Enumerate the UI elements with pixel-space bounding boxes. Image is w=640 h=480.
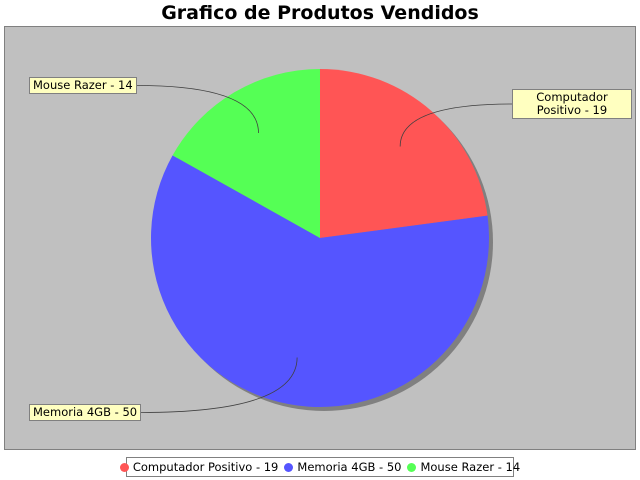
legend-swatch — [407, 462, 417, 472]
chart-title: Grafico de Produtos Vendidos — [161, 2, 479, 24]
legend-item-memoria-4gb: Memoria 4GB - 50 — [284, 460, 401, 474]
pie-slice-computador-positivo — [320, 69, 488, 238]
legend-label: Computador Positivo - 19 — [132, 460, 279, 474]
pie-chart — [136, 69, 513, 413]
legend-swatch — [284, 462, 294, 472]
legend-swatch — [119, 462, 129, 472]
legend-label: Mouse Razer - 14 — [420, 460, 521, 474]
pie-slice-memoria-4gb — [151, 155, 490, 407]
legend-item-mouse-razer: Mouse Razer - 14 — [407, 460, 520, 474]
slice-label-memoria-4gb: Memoria 4GB - 50 — [29, 404, 142, 421]
pie-slice-mouse-razer — [172, 69, 320, 238]
legend-item-computador-positivo: Computador Positivo - 19 — [119, 460, 279, 474]
plot-area: Computador Positivo - 19 Memoria 4GB - 5… — [4, 26, 636, 450]
leader-line-mouse-razer — [136, 85, 259, 134]
leader-line-computador-positivo — [399, 103, 513, 147]
legend-label: Memoria 4GB - 50 — [297, 460, 402, 474]
slice-label-computador-positivo: Computador Positivo - 19 — [512, 89, 632, 119]
slice-label-mouse-razer: Mouse Razer - 14 — [29, 77, 137, 94]
leader-line-memoria-4gb — [140, 357, 298, 413]
legend: Computador Positivo - 19 Memoria 4GB - 50… — [119, 457, 520, 477]
